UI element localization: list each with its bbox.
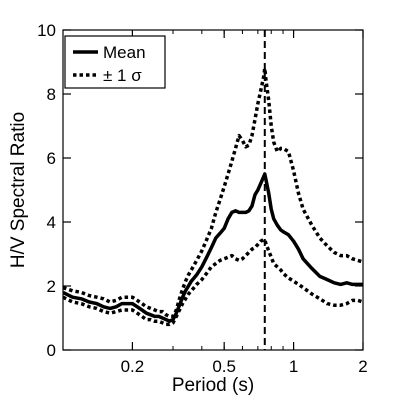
legend-mean-label: Mean: [103, 43, 146, 62]
y-tick-label: 2: [47, 277, 56, 296]
legend-box: [64, 35, 166, 89]
minus-sigma-series-line: [63, 237, 363, 327]
y-tick-label: 10: [37, 21, 56, 40]
legend: Mean ± 1 σ: [64, 35, 166, 89]
x-tick-label: 1: [289, 357, 298, 376]
y-tick-label: 8: [47, 85, 56, 104]
plus-sigma-series-line: [63, 66, 363, 319]
x-tick-label: 0.5: [212, 357, 236, 376]
y-tick-label: 0: [47, 341, 56, 360]
y-tick-label: 4: [47, 213, 56, 232]
y-tick-label: 6: [47, 149, 56, 168]
x-tick-label: 2: [358, 357, 367, 376]
mean-series-line: [63, 172, 363, 323]
y-axis-title: H/V Spectral Ratio: [8, 112, 29, 268]
legend-sigma-label: ± 1 σ: [103, 66, 142, 85]
series-layer: [63, 66, 363, 327]
x-axis-title: Period (s): [172, 375, 254, 396]
ticks-layer: 0.2 0.5 1 2 0 2 4 6 8 10: [37, 21, 368, 376]
plot-frame: [62, 29, 364, 351]
x-tick-label: 0.2: [121, 357, 145, 376]
